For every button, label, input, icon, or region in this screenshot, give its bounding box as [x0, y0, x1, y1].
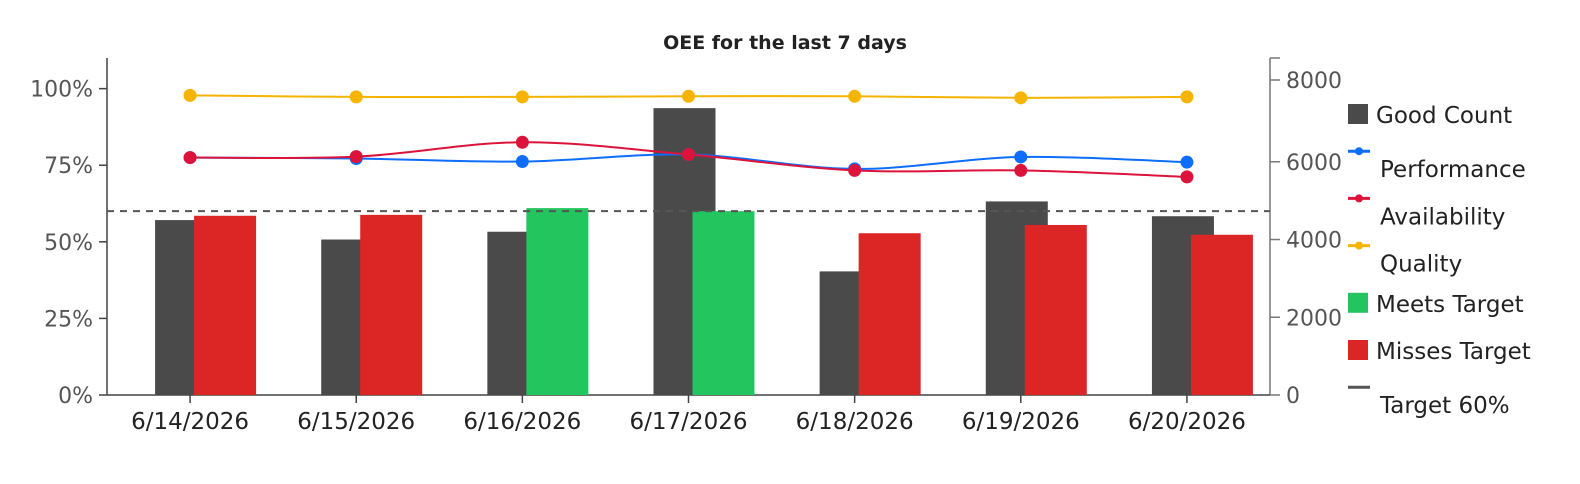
y-left-tick-label: 100%	[30, 78, 93, 103]
performance-point	[515, 155, 529, 169]
legend: Good Count Performance Availability Quality…	[1348, 103, 1531, 419]
legend-label-meets-target: Meets Target	[1376, 292, 1524, 318]
availability-point	[848, 163, 862, 177]
y-left-tick-label: 0%	[58, 384, 93, 409]
legend-marker-performance	[1355, 147, 1363, 156]
quality-point	[848, 89, 862, 103]
x-tick-label: 6/16/2026	[463, 409, 581, 435]
misses-target-bar	[360, 214, 423, 395]
x-tick-label: 6/20/2026	[1128, 409, 1246, 435]
quality-point	[515, 90, 529, 104]
performance-point	[1180, 155, 1194, 169]
misses-target-bar	[858, 233, 921, 395]
bars	[155, 108, 1253, 396]
quality-point	[1180, 90, 1194, 104]
y-left-tick-label: 50%	[44, 231, 93, 256]
x-tick-label: 6/19/2026	[962, 409, 1080, 435]
axes: 0% 25% 50% 75% 100% 0 2000 4000 6000 8000 6/14/202…	[30, 57, 1342, 435]
legend-label-performance: Performance	[1380, 157, 1526, 183]
misses-target-bar	[1190, 234, 1253, 395]
y-right-tick-label: 8000	[1286, 69, 1342, 94]
availability-point	[682, 148, 695, 162]
y-left-tick-label: 75%	[44, 154, 93, 179]
quality-point	[682, 89, 695, 103]
legend-label-misses-target: Misses Target	[1376, 339, 1531, 365]
y-right-tick-label: 6000	[1286, 151, 1342, 176]
performance-point	[1014, 150, 1028, 164]
availability-point	[1180, 170, 1194, 184]
chart-title: OEE for the last 7 days	[663, 32, 907, 54]
legend-swatch-misses-target	[1348, 340, 1368, 360]
quality-point	[183, 88, 197, 102]
quality-point	[349, 90, 363, 104]
legend-label-quality: Quality	[1380, 252, 1462, 278]
x-tick-label: 6/18/2026	[796, 409, 914, 435]
availability-point	[515, 135, 529, 149]
y-right-tick-label: 0	[1286, 384, 1300, 409]
legend-label-good-count: Good Count	[1376, 103, 1512, 129]
legend-label-target-60: Target 60%	[1379, 393, 1510, 419]
legend-label-availability: Availability	[1380, 204, 1505, 230]
y-left-tick-label: 25%	[44, 307, 93, 332]
quality-point	[1014, 91, 1028, 105]
availability-point	[183, 151, 197, 165]
legend-swatch-meets-target	[1348, 292, 1368, 313]
legend-marker-quality	[1355, 241, 1363, 250]
availability-point	[1014, 163, 1028, 177]
availability-point	[349, 150, 363, 164]
x-tick-label: 6/15/2026	[297, 409, 415, 435]
misses-target-bar	[194, 215, 257, 395]
y-right-tick-label: 4000	[1286, 229, 1342, 254]
x-tick-label: 6/14/2026	[131, 409, 249, 435]
meets-target-bar	[692, 211, 755, 395]
y-right-tick-label: 2000	[1286, 306, 1342, 331]
meets-target-bar	[526, 208, 589, 395]
legend-marker-availability	[1355, 194, 1363, 203]
series-lines	[183, 88, 1194, 184]
legend-swatch-good-count	[1348, 104, 1368, 124]
misses-target-bar	[1024, 224, 1087, 395]
x-tick-label: 6/17/2026	[630, 409, 748, 435]
